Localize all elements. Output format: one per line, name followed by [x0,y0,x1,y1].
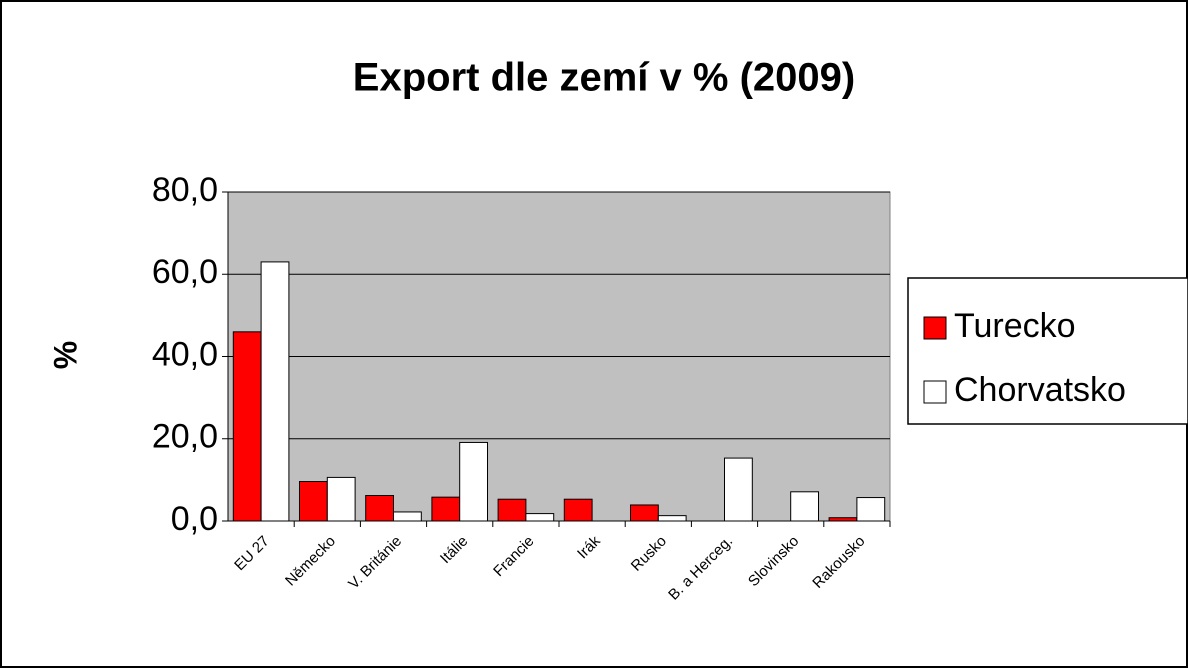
legend [907,277,1188,425]
bar [828,517,858,522]
bar [365,495,395,522]
y-tick-label: 20,0 [152,418,218,456]
bar [326,476,356,522]
bar [232,331,262,522]
bar [525,513,555,522]
legend-label: Turecko [954,307,1076,345]
bar [459,441,489,522]
bar [657,515,687,522]
bar [393,511,422,522]
legend-swatch [923,380,947,404]
y-tick-label: 60,0 [152,253,218,291]
bar [856,497,886,522]
legend-label: Chorvatsko [954,371,1126,409]
bar [790,491,820,522]
y-axis-label: % [47,341,83,369]
bar [563,498,593,522]
y-tick-label: 0,0 [171,500,218,538]
chart-title: Export dle zemí v % (2009) [353,56,855,100]
bar [431,496,461,522]
bar [629,504,659,522]
bar [724,457,753,522]
bar [260,261,290,522]
bar [298,481,328,522]
bar [497,498,527,522]
legend-swatch [923,316,947,340]
y-tick-label: 80,0 [152,171,218,209]
y-tick-label: 40,0 [152,335,218,373]
